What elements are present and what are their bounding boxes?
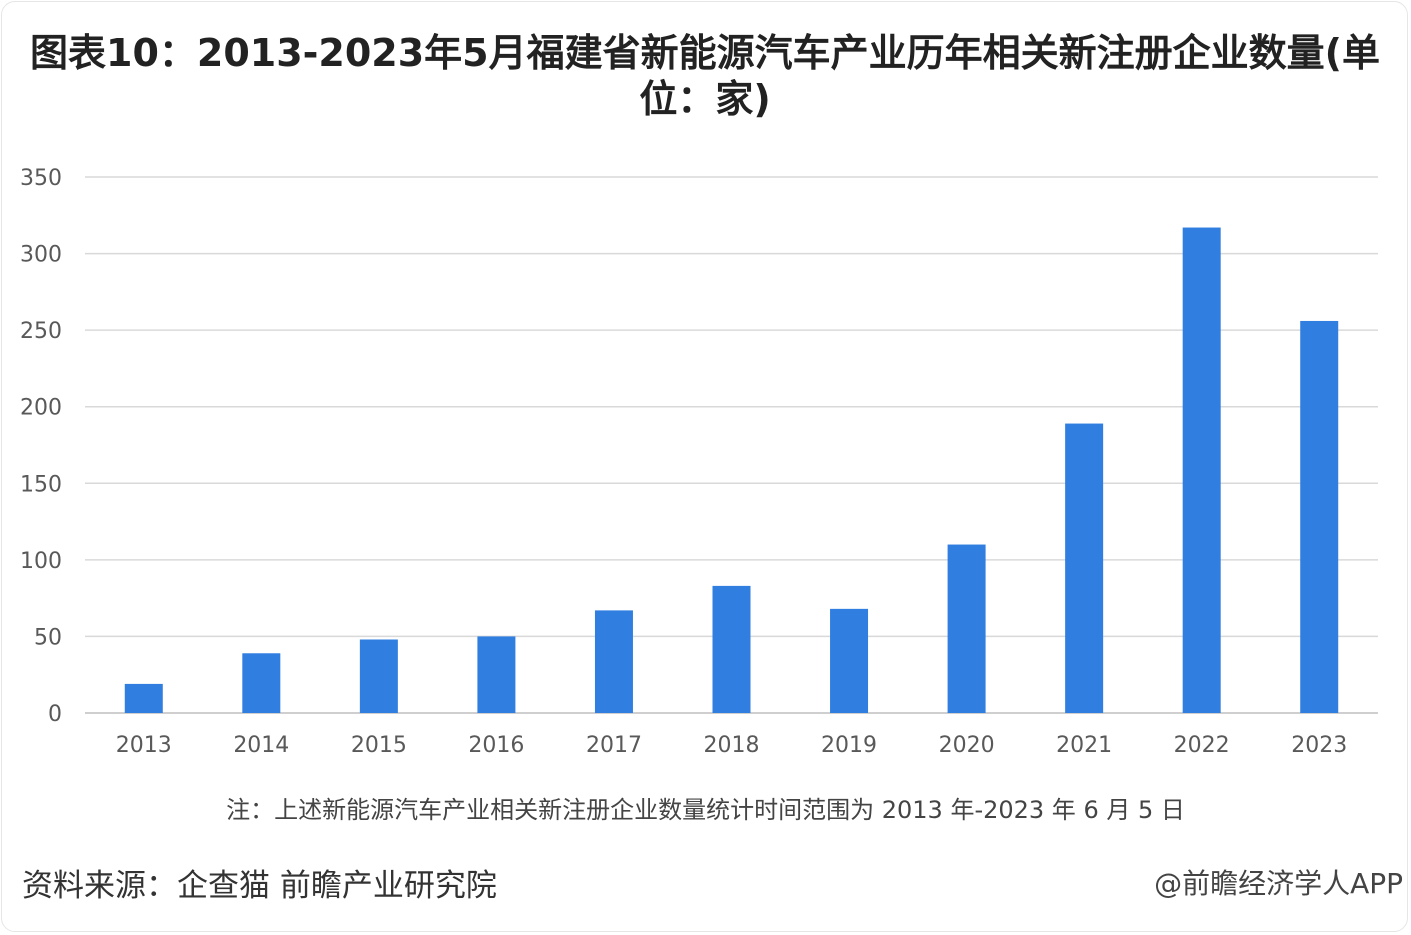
chart-note: 注：上述新能源汽车产业相关新注册企业数量统计时间范围为 2013 年-2023 … (226, 796, 1185, 824)
y-tick-label: 350 (20, 166, 62, 191)
bar-2013 (124, 683, 163, 713)
bar-2014 (242, 653, 281, 713)
x-tick-label: 2013 (116, 733, 172, 758)
attribution-text: @前瞻经济学人APP (1154, 867, 1403, 900)
y-tick-label: 200 (20, 396, 62, 421)
bar-2023 (1300, 320, 1339, 713)
gridlines (85, 176, 1378, 714)
bar-2022 (1182, 227, 1221, 713)
bar-2015 (359, 639, 398, 713)
bar-2018 (712, 585, 751, 713)
x-tick-label: 2022 (1174, 733, 1230, 758)
x-tick-label: 2015 (351, 733, 407, 758)
source-text: 资料来源：企查猫 前瞻产业研究院 (22, 868, 497, 904)
x-tick-label: 2018 (704, 733, 760, 758)
y-tick-label: 300 (20, 243, 62, 268)
bar-2017 (594, 610, 633, 713)
bar-2020 (947, 544, 986, 713)
bar-2019 (830, 608, 869, 713)
x-tick-label: 2021 (1056, 733, 1112, 758)
y-tick-label: 50 (34, 625, 62, 650)
x-tick-label: 2020 (939, 733, 995, 758)
x-axis-ticks: 2013 2014 2015 2016 2017 2018 2019 2020 2021 2022… (116, 733, 1347, 758)
x-tick-label: 2016 (468, 733, 524, 758)
y-tick-label: 150 (20, 472, 62, 497)
y-tick-label: 0 (48, 702, 62, 727)
x-tick-label: 2019 (821, 733, 877, 758)
bar-2021 (1065, 423, 1104, 713)
chart-title: 图表10：2013-2023年5月福建省新能源汽车产业历年相关新注册企业数量(单… (30, 31, 1380, 121)
bars (124, 227, 1339, 713)
y-tick-label: 100 (20, 549, 62, 574)
x-tick-label: 2017 (586, 733, 642, 758)
x-tick-label: 2023 (1291, 733, 1347, 758)
bar-2016 (477, 636, 516, 713)
y-tick-label: 250 (20, 319, 62, 344)
x-tick-label: 2014 (233, 733, 289, 758)
y-axis-ticks: 0 50 100 150 200 250 300 350 (20, 166, 62, 727)
